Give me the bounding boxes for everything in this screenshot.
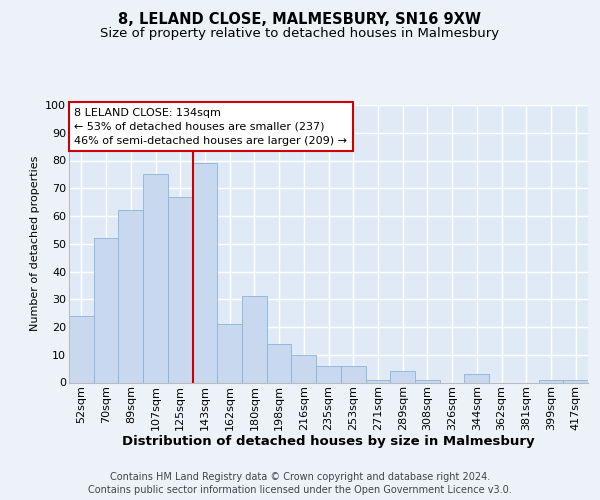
Text: Distribution of detached houses by size in Malmesbury: Distribution of detached houses by size …: [122, 435, 535, 448]
Text: Size of property relative to detached houses in Malmesbury: Size of property relative to detached ho…: [100, 28, 500, 40]
Bar: [539, 380, 563, 382]
Bar: [168, 196, 193, 382]
Bar: [316, 366, 341, 382]
Bar: [292, 355, 316, 382]
Text: Contains public sector information licensed under the Open Government Licence v3: Contains public sector information licen…: [88, 485, 512, 495]
Bar: [415, 380, 440, 382]
Bar: [242, 296, 267, 382]
Text: 8, LELAND CLOSE, MALMESBURY, SN16 9XW: 8, LELAND CLOSE, MALMESBURY, SN16 9XW: [119, 12, 482, 28]
Y-axis label: Number of detached properties: Number of detached properties: [29, 156, 40, 332]
Bar: [94, 238, 118, 382]
Bar: [118, 210, 143, 382]
Text: Contains HM Land Registry data © Crown copyright and database right 2024.: Contains HM Land Registry data © Crown c…: [110, 472, 490, 482]
Bar: [217, 324, 242, 382]
Bar: [365, 380, 390, 382]
Bar: [143, 174, 168, 382]
Bar: [464, 374, 489, 382]
Text: 8 LELAND CLOSE: 134sqm
← 53% of detached houses are smaller (237)
46% of semi-de: 8 LELAND CLOSE: 134sqm ← 53% of detached…: [74, 108, 347, 146]
Bar: [563, 380, 588, 382]
Bar: [390, 372, 415, 382]
Bar: [341, 366, 365, 382]
Bar: [267, 344, 292, 382]
Bar: [69, 316, 94, 382]
Bar: [193, 164, 217, 382]
